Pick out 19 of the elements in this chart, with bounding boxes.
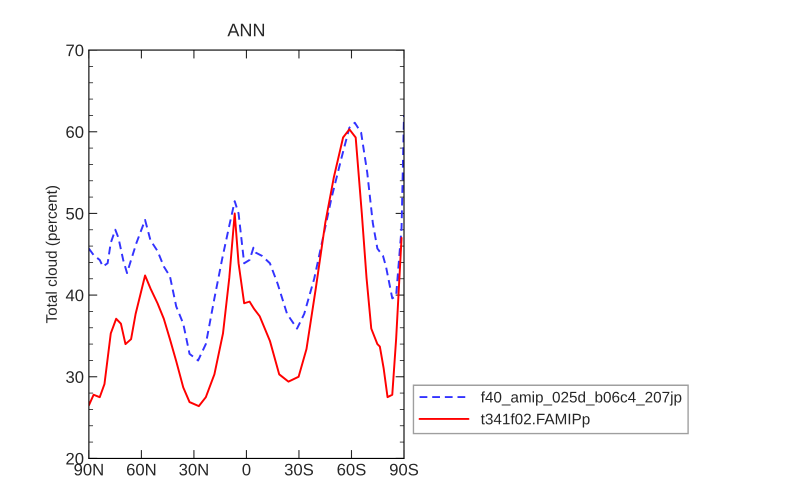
line-series xyxy=(88,128,403,408)
y-tick-label: 30 xyxy=(66,371,84,383)
y-axis-title: Total cloud (percent) xyxy=(46,186,60,324)
legend-label: f40_amip_025d_b06c4_207jp xyxy=(480,391,682,406)
y-tick-label: 40 xyxy=(66,289,84,302)
x-tick-label: 30N xyxy=(179,464,208,476)
x-tick-label: 90N xyxy=(74,464,103,476)
x-tick-label: 30S xyxy=(284,464,314,476)
y-tick-label: 50 xyxy=(66,208,84,220)
x-tick-label: 0 xyxy=(242,464,250,476)
x-tick-label: 60N xyxy=(126,464,156,476)
chart-title: ANN xyxy=(227,24,264,36)
x-tick-label: 90S xyxy=(390,464,418,476)
line-series xyxy=(88,114,404,362)
y-tick-label: 60 xyxy=(66,126,84,138)
y-tick-label: 70 xyxy=(66,44,84,56)
legend-label: t341f02.FAMIPp xyxy=(480,413,590,428)
y-tick-label: 20 xyxy=(66,452,84,465)
x-tick-label: 60S xyxy=(338,464,366,476)
